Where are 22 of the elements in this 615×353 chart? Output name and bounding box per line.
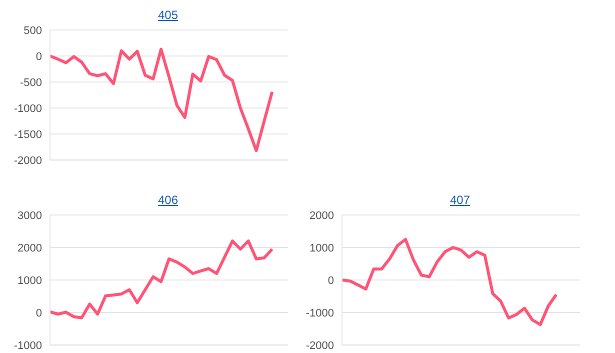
y-tick-label: 500	[24, 24, 42, 37]
y-tick-label: 2000	[18, 242, 42, 254]
y-tick-label: 0	[36, 50, 42, 63]
line-series	[340, 238, 558, 326]
chart-title: 405	[156, 8, 180, 24]
y-tick-label: -1000	[306, 307, 334, 320]
y-tick-label: -1000	[14, 102, 42, 115]
y-tick-label: -1000	[14, 340, 42, 352]
y-tick-label: 2000	[310, 210, 334, 222]
y-tick-label: 0	[36, 307, 42, 320]
y-tick-label: 3000	[18, 210, 42, 222]
y-tick-label: 1000	[18, 274, 42, 287]
y-tick-label: -2000	[14, 154, 42, 167]
y-tick-label: 0	[328, 274, 334, 287]
y-tick-label: -2000	[306, 340, 334, 352]
chart-title: 406	[156, 193, 180, 209]
y-tick-label: -1500	[14, 128, 42, 141]
y-tick-label: 1000	[310, 242, 334, 254]
line-series	[48, 240, 274, 320]
line-series	[48, 48, 274, 152]
y-tick-label: -500	[20, 76, 42, 89]
chart-title: 407	[448, 193, 472, 209]
